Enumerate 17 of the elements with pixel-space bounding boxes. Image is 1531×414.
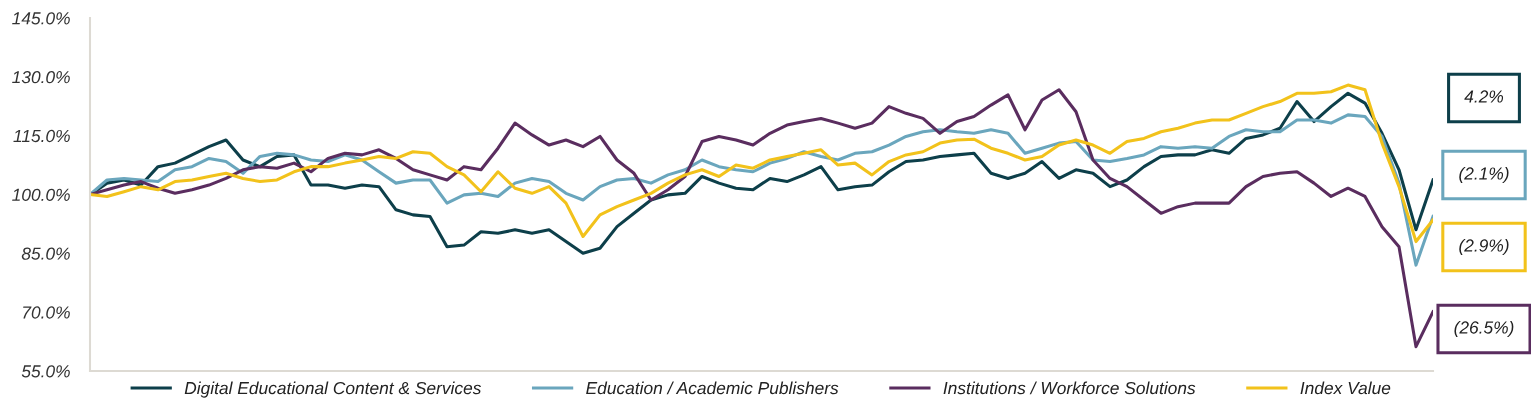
text: 4.2%	[1464, 90, 1504, 103]
text: (2.1%)	[1459, 166, 1509, 184]
legend-label: Index Value	[1300, 381, 1391, 395]
y-tick-label: 70.0%	[23, 306, 70, 319]
y-tick-label: 85.0%	[21, 247, 70, 260]
legend-label: Education / Academic Publishers	[586, 381, 839, 395]
legend-label: Institutions / Workforce Solutions	[943, 381, 1196, 395]
line-series	[90, 113, 1433, 267]
y-tick-label: 100.0%	[12, 188, 70, 201]
y-tick-label: 115.0%	[13, 129, 70, 143]
line-series	[90, 88, 1433, 349]
legend-label: Digital Educational Content & Services	[184, 381, 482, 398]
y-tick-label: 130.0%	[12, 71, 70, 84]
text: (2.9%)	[1459, 238, 1509, 256]
y-tick-label: 145.0%	[12, 12, 70, 25]
y-tick-label: 55.0%	[21, 365, 70, 378]
text: (26.5%)	[1454, 320, 1514, 338]
